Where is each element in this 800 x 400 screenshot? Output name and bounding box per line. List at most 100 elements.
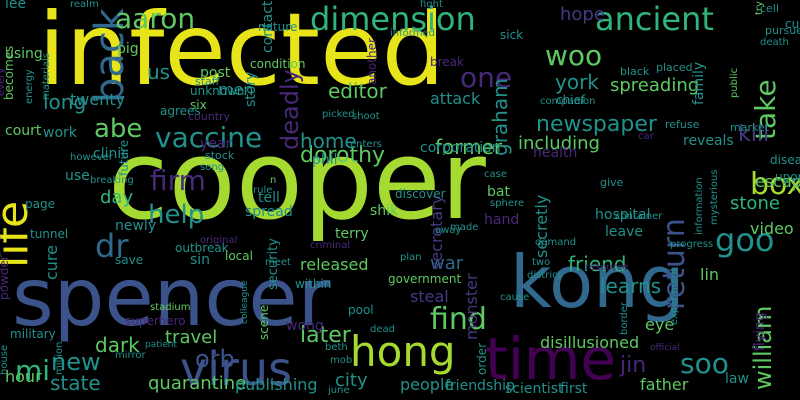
cloud-word: secretly xyxy=(532,194,551,258)
cloud-word: dead xyxy=(370,324,395,335)
cloud-word: state xyxy=(50,371,101,395)
cloud-word: tell xyxy=(258,190,280,206)
cloud-word: help xyxy=(148,200,205,230)
cloud-word: newspaper xyxy=(536,112,657,137)
cloud-word: made xyxy=(450,222,479,233)
cloud-word: sick xyxy=(500,28,524,42)
cloud-word: steal xyxy=(410,287,449,306)
cloud-word: lin xyxy=(700,265,720,284)
cloud-word: military xyxy=(10,327,56,341)
cloud-word: goo xyxy=(715,221,775,259)
cloud-word: deadly xyxy=(276,69,304,150)
cloud-word: phil xyxy=(312,152,338,168)
cloud-word: later xyxy=(300,323,351,348)
cloud-word: kong xyxy=(510,240,685,324)
cloud-word: year xyxy=(200,136,232,152)
cloud-word: nature xyxy=(258,20,298,34)
cloud-word: condition xyxy=(250,57,306,71)
cloud-word: save xyxy=(115,253,144,267)
cloud-word: cause xyxy=(500,292,530,303)
cloud-word: spreading xyxy=(610,75,700,96)
cloud-word: chief xyxy=(556,93,586,107)
cloud-word: sin xyxy=(190,252,211,268)
cloud-word: twenty xyxy=(70,90,126,109)
cloud-word: progress xyxy=(670,239,714,250)
cloud-word: health xyxy=(533,145,578,161)
cloud-word: however xyxy=(70,152,113,163)
cloud-word: another xyxy=(365,38,379,85)
cloud-word: including xyxy=(518,133,600,154)
cloud-word: demand xyxy=(535,237,577,248)
cloud-word: men xyxy=(218,80,254,99)
cloud-word: dark xyxy=(95,333,140,357)
cloud-word: find xyxy=(430,302,487,337)
cloud-word: container xyxy=(615,211,663,222)
cloud-word: stock xyxy=(205,149,235,162)
cloud-word: meet xyxy=(265,257,291,268)
cloud-word: energy xyxy=(24,69,35,104)
cloud-word: outbreak xyxy=(175,241,229,255)
cloud-word: hour xyxy=(5,367,42,386)
cloud-word: spread xyxy=(245,204,293,220)
cloud-word: case xyxy=(484,169,507,180)
cloud-word: kill xyxy=(738,122,770,147)
cloud-word: spencer xyxy=(12,251,331,344)
cloud-word: clinic xyxy=(93,146,129,162)
cloud-word: give xyxy=(600,176,624,189)
cloud-word: corporation xyxy=(420,140,501,156)
cloud-word: reveals xyxy=(683,133,734,149)
cloud-word: using xyxy=(5,46,43,62)
cloud-word: law xyxy=(725,371,749,387)
cloud-word: infected xyxy=(38,0,446,108)
cloud-word: informed xyxy=(390,28,435,39)
cloud-word: original xyxy=(200,235,238,246)
cloud-word: upon xyxy=(775,170,800,184)
cloud-word: pig xyxy=(117,41,139,57)
cloud-word: death xyxy=(760,37,789,48)
cloud-word: dorothy xyxy=(300,143,386,168)
cloud-word: time xyxy=(485,325,617,393)
cloud-word: video xyxy=(750,219,794,238)
cloud-word: within xyxy=(295,277,332,291)
cloud-word: work xyxy=(43,125,77,141)
cloud-word: page xyxy=(25,197,55,211)
cloud-word: terry xyxy=(335,226,369,242)
cloud-word: released xyxy=(300,255,369,274)
cloud-word: refuse xyxy=(665,118,700,131)
cloud-word: rule xyxy=(253,185,273,196)
cloud-word: mi xyxy=(15,354,51,387)
cloud-word: discover xyxy=(395,187,446,201)
cloud-word: realm xyxy=(70,0,99,10)
cloud-word: father xyxy=(640,375,689,394)
cloud-word: enters xyxy=(350,139,382,150)
cloud-word: every xyxy=(0,67,7,96)
cloud-word: war xyxy=(430,253,464,274)
cloud-word: firm xyxy=(150,164,206,197)
cloud-word: use xyxy=(65,168,90,184)
cloud-word: border xyxy=(619,301,630,335)
cloud-word: city xyxy=(335,370,368,391)
cloud-word: placed xyxy=(656,61,693,74)
cloud-word: monster xyxy=(462,273,481,340)
cloud-word: long xyxy=(43,90,87,114)
cloud-word: local xyxy=(225,249,253,263)
cloud-word: scientist xyxy=(505,381,564,397)
cloud-word: country xyxy=(188,110,231,123)
cloud-word: orb xyxy=(195,345,235,373)
cloud-word: friendship xyxy=(445,378,515,394)
cloud-word: plan xyxy=(400,252,422,263)
cloud-word: soo xyxy=(680,347,729,380)
cloud-word: court xyxy=(5,123,42,139)
cloud-word: dr xyxy=(95,227,129,265)
cloud-word: companion xyxy=(540,96,596,107)
cloud-word: tunnel xyxy=(30,227,69,241)
cloud-word: flying xyxy=(752,312,768,351)
cloud-word: cell xyxy=(760,2,779,15)
cloud-word: materials xyxy=(41,53,52,100)
cloud-word: home xyxy=(300,129,357,153)
cloud-word: escape xyxy=(755,172,800,191)
cloud-word: newly xyxy=(115,218,157,234)
cloud-word: quarantine xyxy=(148,373,247,394)
cloud-word: eye xyxy=(645,315,675,334)
